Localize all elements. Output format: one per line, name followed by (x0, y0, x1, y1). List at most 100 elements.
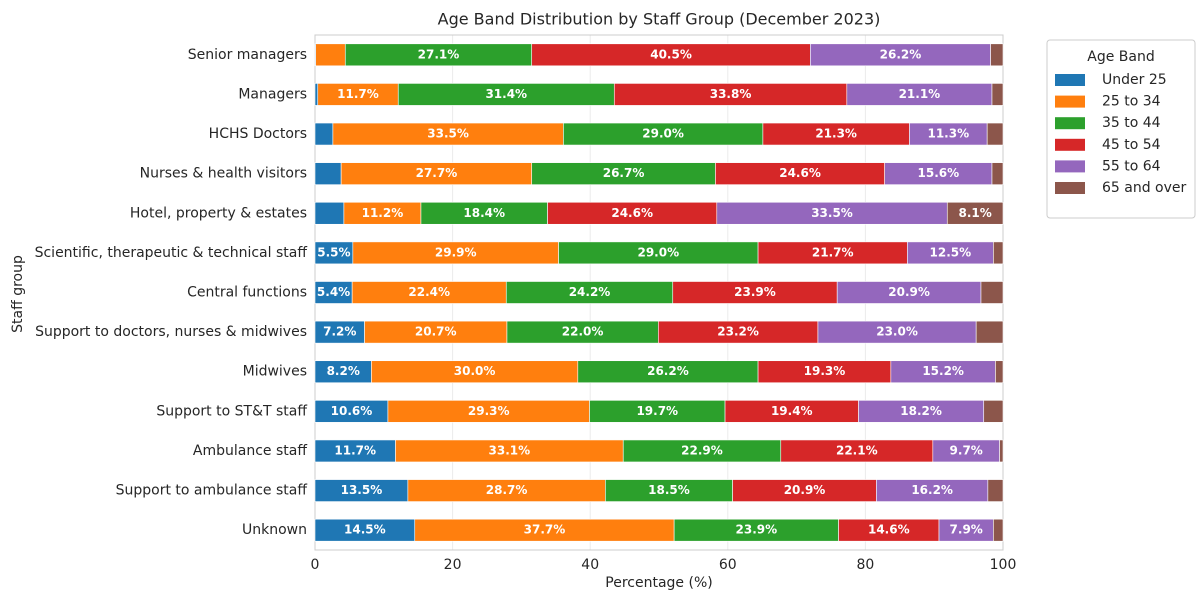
y-tick-label: Ambulance staff (193, 443, 307, 459)
value-label: 26.2% (647, 364, 689, 378)
legend-label: 55 to 64 (1102, 158, 1161, 174)
value-label: 33.8% (710, 87, 752, 101)
value-label: 22.1% (836, 443, 878, 457)
bar-segment (993, 518, 1004, 542)
x-tick-label: 0 (311, 557, 320, 573)
value-label: 5.4% (317, 285, 350, 299)
value-label: 8.1% (958, 206, 991, 220)
legend-swatch (1055, 182, 1085, 194)
value-label: 11.3% (927, 127, 969, 141)
legend-swatch (1055, 160, 1085, 173)
legend-swatch (1055, 138, 1085, 151)
value-label: 19.4% (771, 404, 813, 418)
value-label: 11.7% (337, 87, 379, 101)
y-tick-label: Midwives (243, 364, 307, 380)
bar-segment (987, 479, 1004, 502)
value-label: 14.5% (344, 523, 386, 537)
bar-segment (990, 43, 1004, 67)
value-label: 23.0% (876, 325, 918, 339)
legend-swatch (1055, 117, 1085, 130)
value-label: 12.5% (930, 245, 972, 259)
y-axis-label: Staff group (10, 255, 26, 333)
y-tick-label: Managers (238, 86, 307, 102)
bar-segment (991, 162, 1004, 185)
bar-segment (993, 241, 1004, 265)
value-label: 29.0% (642, 127, 684, 141)
value-label: 11.7% (334, 443, 376, 457)
value-label: 19.3% (804, 364, 846, 378)
value-label: 21.7% (812, 245, 854, 259)
legend-label: Under 25 (1102, 72, 1167, 88)
y-tick-label: Central functions (187, 285, 307, 301)
value-label: 10.6% (331, 404, 373, 418)
bar-segment (983, 400, 1004, 423)
value-label: 22.0% (562, 325, 604, 339)
bar-segment (975, 320, 1004, 344)
value-label: 9.7% (950, 443, 983, 457)
value-label: 31.4% (485, 87, 527, 101)
value-label: 15.2% (922, 364, 964, 378)
value-label: 13.5% (341, 483, 383, 497)
bar-segment (314, 162, 342, 185)
value-label: 33.5% (811, 206, 853, 220)
bar-segment (999, 439, 1004, 463)
value-label: 7.9% (950, 523, 983, 537)
y-tick-label: Nurses & health visitors (140, 166, 307, 182)
bar-segment (315, 43, 346, 67)
value-label: 21.1% (899, 87, 941, 101)
y-tick-label: Scientific, therapeutic & technical staf… (35, 245, 308, 261)
bar-segment (314, 122, 334, 146)
value-label: 28.7% (486, 483, 528, 497)
y-tick-label: Unknown (242, 522, 307, 538)
bar-segment (314, 83, 319, 106)
value-label: 24.6% (779, 166, 821, 180)
value-label: 14.6% (868, 523, 910, 537)
value-label: 7.2% (323, 325, 356, 339)
legend-title: Age Band (1087, 49, 1154, 65)
chart-title: Age Band Distribution by Staff Group (De… (438, 10, 881, 29)
value-label: 37.7% (524, 523, 566, 537)
value-label: 18.4% (463, 206, 505, 220)
value-label: 23.9% (734, 285, 776, 299)
value-label: 20.9% (888, 285, 930, 299)
legend-label: 45 to 54 (1102, 137, 1161, 153)
value-label: 19.7% (636, 404, 678, 418)
value-label: 23.9% (736, 523, 778, 537)
y-tick-label: Hotel, property & estates (130, 205, 307, 221)
bar-segment (991, 83, 1004, 106)
legend-label: 65 and over (1102, 180, 1187, 196)
value-label: 29.3% (468, 404, 510, 418)
value-label: 40.5% (650, 47, 692, 61)
y-tick-label: Senior managers (188, 47, 307, 63)
value-label: 21.3% (815, 127, 857, 141)
bar-segment (980, 281, 1004, 304)
value-label: 33.1% (489, 443, 531, 457)
value-label: 5.5% (317, 245, 350, 259)
value-label: 22.4% (408, 285, 450, 299)
value-label: 15.6% (918, 166, 960, 180)
value-label: 20.7% (415, 325, 457, 339)
value-label: 24.6% (611, 206, 653, 220)
value-label: 33.5% (427, 127, 469, 141)
value-label: 27.1% (418, 47, 460, 61)
value-label: 22.9% (681, 443, 723, 457)
value-label: 26.7% (603, 166, 645, 180)
y-tick-label: Support to ambulance staff (116, 483, 308, 499)
y-tick-label: Support to ST&T staff (156, 403, 307, 419)
y-tick-label: Support to doctors, nurses & midwives (35, 324, 307, 340)
value-label: 16.2% (911, 483, 953, 497)
value-label: 23.2% (717, 325, 759, 339)
value-label: 27.7% (416, 166, 458, 180)
value-label: 29.9% (435, 245, 477, 259)
legend-swatch (1055, 74, 1085, 86)
value-label: 24.2% (569, 285, 611, 299)
legend-label: 25 to 34 (1102, 94, 1161, 110)
bar-segment (314, 201, 345, 225)
legend-swatch (1055, 95, 1085, 108)
legend-label: 35 to 44 (1102, 115, 1161, 131)
value-label: 20.9% (784, 483, 826, 497)
x-axis-label: Percentage (%) (605, 575, 712, 591)
bar-segment (995, 360, 1004, 384)
value-label: 29.0% (637, 245, 679, 259)
value-label: 8.2% (327, 364, 360, 378)
